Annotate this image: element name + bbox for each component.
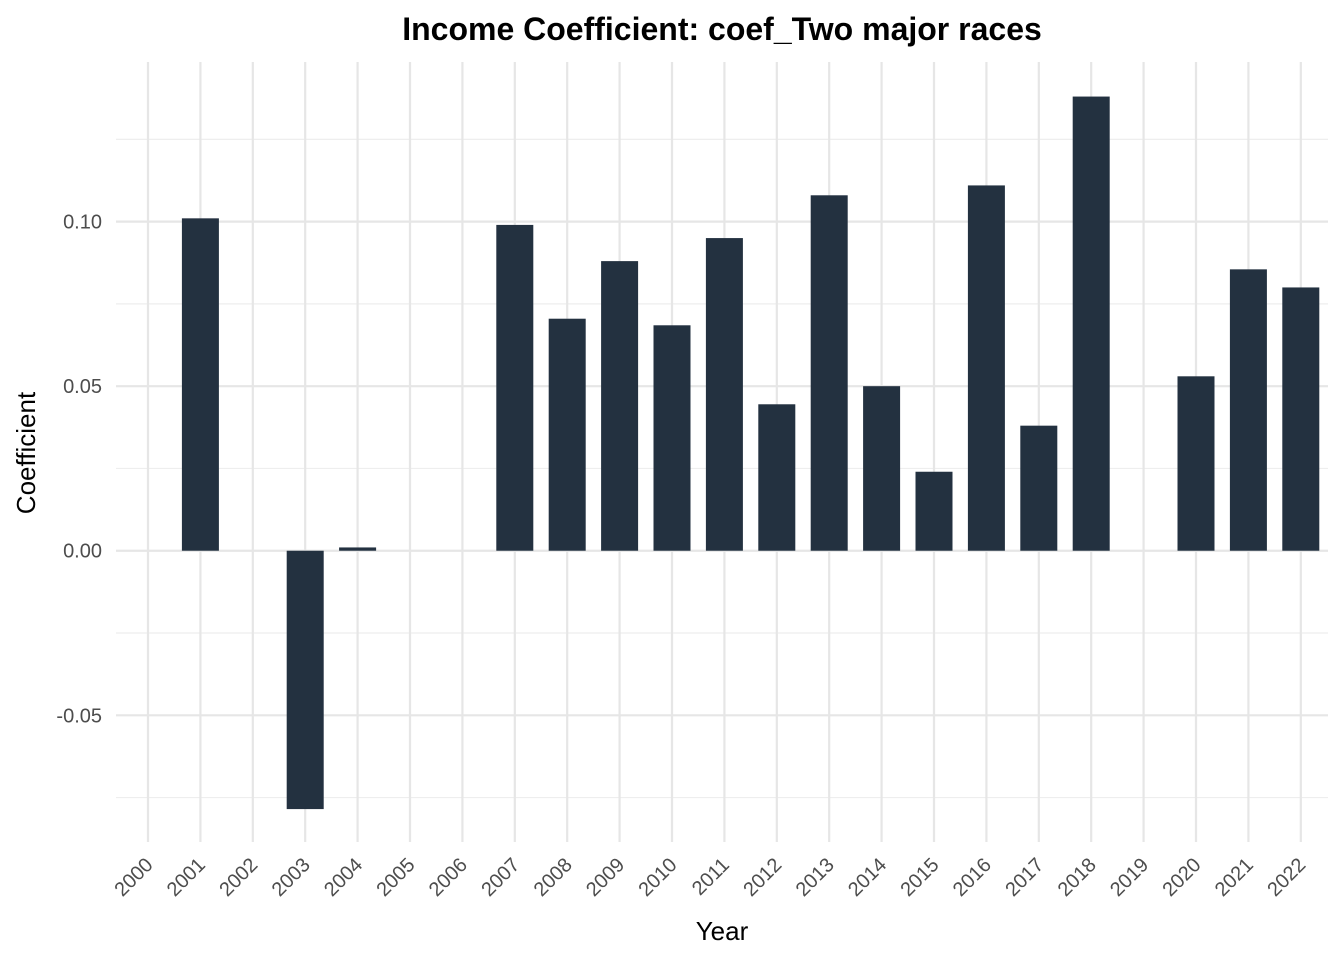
bar-2001	[181, 218, 219, 551]
chart-title: Income Coefficient: coef_Two major races	[402, 11, 1042, 47]
y-tick-label: 0.05	[63, 376, 102, 398]
bar-2012	[758, 404, 796, 551]
bar-2016	[967, 185, 1005, 551]
x-tick-label-2020: 2020	[1159, 854, 1206, 901]
x-tick-label-2000: 2000	[111, 854, 158, 901]
bar-2021	[1229, 269, 1267, 551]
x-tick-label-2009: 2009	[582, 854, 629, 901]
x-tick-label-2007: 2007	[477, 854, 524, 901]
bar-2022	[1282, 287, 1320, 551]
x-tick-label-2017: 2017	[1001, 854, 1048, 901]
bar-2011	[705, 238, 743, 551]
x-tick-label-2006: 2006	[425, 854, 472, 901]
x-tick-label-2004: 2004	[320, 854, 367, 901]
bar-2017	[1020, 425, 1058, 551]
x-tick-label-2022: 2022	[1263, 854, 1310, 901]
bar-2009	[601, 261, 639, 551]
bar-2008	[548, 318, 586, 551]
y-tick-label: 0.00	[63, 541, 102, 563]
x-tick-label-2014: 2014	[844, 854, 891, 901]
bar-2015	[915, 471, 953, 551]
x-tick-label-2015: 2015	[897, 854, 944, 901]
x-tick-label-2002: 2002	[215, 854, 262, 901]
x-tick-label-2021: 2021	[1211, 854, 1258, 901]
x-tick-label-2005: 2005	[373, 854, 420, 901]
y-axis-title: Coefficient	[11, 391, 41, 514]
bar-2013	[810, 195, 848, 551]
y-tick-label: -0.05	[56, 705, 102, 727]
x-tick-label-2010: 2010	[635, 854, 682, 901]
bar-2007	[496, 224, 534, 551]
bar-2014	[863, 386, 901, 551]
bar-2003	[286, 550, 324, 810]
bar-2020	[1177, 376, 1215, 551]
bar-2004	[339, 547, 377, 551]
x-axis-title: Year	[696, 916, 749, 946]
bar-2010	[653, 325, 691, 551]
x-tick-label-2013: 2013	[792, 854, 839, 901]
bar-2018	[1072, 96, 1110, 551]
x-tick-label-2019: 2019	[1106, 854, 1153, 901]
x-tick-label-2001: 2001	[163, 854, 210, 901]
x-tick-label-2011: 2011	[688, 854, 734, 900]
x-tick-label-2018: 2018	[1054, 854, 1101, 901]
y-tick-label: 0.10	[63, 212, 102, 234]
x-tick-label-2003: 2003	[268, 854, 315, 901]
x-tick-label-2012: 2012	[739, 854, 786, 901]
x-tick-label-2008: 2008	[530, 854, 577, 901]
bars-layer	[181, 96, 1320, 810]
x-tick-label-2016: 2016	[949, 854, 996, 901]
